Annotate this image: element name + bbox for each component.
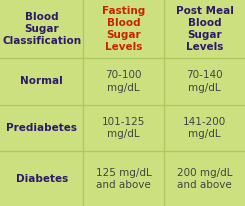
Text: 70-100
mg/dL: 70-100 mg/dL (106, 70, 142, 92)
Text: Prediabetes: Prediabetes (6, 123, 77, 133)
Text: Blood
Sugar
Classification: Blood Sugar Classification (2, 12, 81, 46)
Text: 101-125
mg/dL: 101-125 mg/dL (102, 117, 146, 139)
Text: 200 mg/dL
and above: 200 mg/dL and above (177, 167, 232, 190)
Text: Fasting
Blood
Sugar
Levels: Fasting Blood Sugar Levels (102, 6, 145, 52)
Text: 125 mg/dL
and above: 125 mg/dL and above (96, 167, 152, 190)
Text: Diabetes: Diabetes (15, 174, 68, 184)
Text: 70-140
mg/dL: 70-140 mg/dL (186, 70, 223, 92)
Text: 141-200
mg/dL: 141-200 mg/dL (183, 117, 226, 139)
Text: Normal: Normal (20, 76, 63, 86)
Text: Post Meal
Blood
Sugar
Levels: Post Meal Blood Sugar Levels (176, 6, 233, 52)
